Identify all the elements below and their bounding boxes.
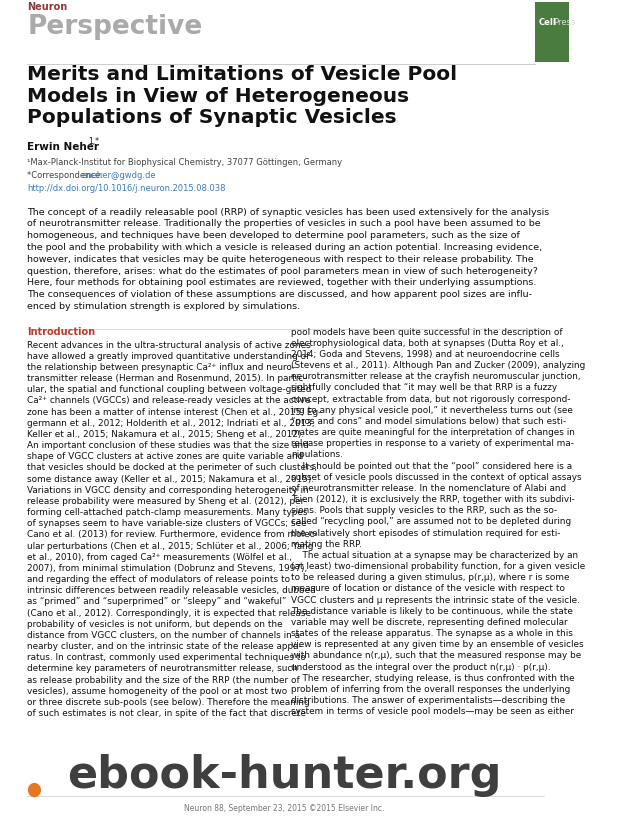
Text: release probability were measured by Sheng et al. (2012), per-: release probability were measured by She… xyxy=(27,497,307,506)
Text: The researcher, studying release, is thus confronted with the: The researcher, studying release, is thu… xyxy=(291,674,575,683)
Text: (Cano et al., 2012). Correspondingly, it is expected that release: (Cano et al., 2012). Correspondingly, it… xyxy=(27,609,311,618)
Text: of synapses seem to have variable-size clusters of VGCCs; see: of synapses seem to have variable-size c… xyxy=(27,519,307,528)
Text: (Stevens et al., 2011). Although Pan and Zucker (2009), analyzing: (Stevens et al., 2011). Although Pan and… xyxy=(291,361,585,370)
Text: 2007), from minimal stimulation (Dobrunz and Stevens, 1997),: 2007), from minimal stimulation (Dobrunz… xyxy=(27,564,308,573)
Text: *Correspondence:: *Correspondence: xyxy=(27,171,106,180)
Text: the pool and the probability with which a vesicle is released during an action p: the pool and the probability with which … xyxy=(27,243,543,252)
Text: Perspective: Perspective xyxy=(27,14,202,40)
Text: distributions. The answer of experimentalists—describing the: distributions. The answer of experimenta… xyxy=(291,696,565,705)
Text: with abundance n(r,μ), such that the measured response may be: with abundance n(r,μ), such that the mea… xyxy=(291,651,581,660)
Text: sions. Pools that supply vesicles to the RRP, such as the so-: sions. Pools that supply vesicles to the… xyxy=(291,506,557,515)
Text: of neurotransmitter release. Traditionally the properties of vesicles in such a : of neurotransmitter release. Traditional… xyxy=(27,220,541,228)
Text: Neuron: Neuron xyxy=(27,2,67,12)
Text: distance from VGCC clusters, on the number of channels in a: distance from VGCC clusters, on the numb… xyxy=(27,631,300,640)
Text: rightfully concluded that “it may well be that RRP is a fuzzy: rightfully concluded that “it may well b… xyxy=(291,384,557,392)
Text: germann et al., 2012; Holderith et al., 2012; Indriati et al., 2013;: germann et al., 2012; Holderith et al., … xyxy=(27,419,315,428)
Text: The concept of a readily releasable pool (RRP) of synaptic vesicles has been use: The concept of a readily releasable pool… xyxy=(27,208,550,217)
Text: problem of inferring from the overall responses the underlying: problem of inferring from the overall re… xyxy=(291,685,570,694)
Text: The actual situation at a synapse may be characterized by an: The actual situation at a synapse may be… xyxy=(291,551,578,560)
Text: release properties in response to a variety of experimental ma-: release properties in response to a vari… xyxy=(291,439,574,448)
Text: “pros and cons” and model simulations below) that such esti-: “pros and cons” and model simulations be… xyxy=(291,417,566,426)
Text: mates are quite meaningful for the interpretation of changes in: mates are quite meaningful for the inter… xyxy=(291,428,575,437)
Text: eneher@gwdg.de: eneher@gwdg.de xyxy=(82,171,156,180)
Text: view is represented at any given time by an ensemble of vesicles: view is represented at any given time by… xyxy=(291,641,583,650)
Text: Press: Press xyxy=(553,18,576,27)
Text: Introduction: Introduction xyxy=(27,326,95,336)
Text: ular perturbations (Chen et al., 2015; Schlüter et al., 2006; Yang: ular perturbations (Chen et al., 2015; S… xyxy=(27,542,313,551)
Circle shape xyxy=(28,783,40,796)
Text: mating the RRP.: mating the RRP. xyxy=(291,539,362,548)
Text: zone has been a matter of intense interest (Chen et al., 2015; Eg-: zone has been a matter of intense intere… xyxy=(27,407,322,416)
Text: concept, extractable from data, but not rigorously correspond-: concept, extractable from data, but not … xyxy=(291,395,570,404)
FancyBboxPatch shape xyxy=(535,2,569,62)
Text: Neuron 88, September 23, 2015 ©2015 Elsevier Inc.: Neuron 88, September 23, 2015 ©2015 Else… xyxy=(185,804,385,813)
Text: have allowed a greatly improved quantitative understanding of: have allowed a greatly improved quantita… xyxy=(27,352,310,361)
Text: homogeneous, and techniques have been developed to determine pool parameters, su: homogeneous, and techniques have been de… xyxy=(27,231,520,240)
Text: shape of VGCC clusters at active zones are quite variable and: shape of VGCC clusters at active zones a… xyxy=(27,452,303,461)
Text: et al., 2010), from caged Ca²⁺ measurements (Wölfel et al.,: et al., 2010), from caged Ca²⁺ measureme… xyxy=(27,552,292,561)
Text: Models in View of Heterogeneous: Models in View of Heterogeneous xyxy=(27,86,409,105)
Text: the relatively short episodes of stimulation required for esti-: the relatively short episodes of stimula… xyxy=(291,529,560,538)
Text: some distance away (Keller et al., 2015; Nakamura et al., 2015).: some distance away (Keller et al., 2015;… xyxy=(27,475,315,484)
Text: 1,*: 1,* xyxy=(88,137,99,146)
Text: Keller et al., 2015; Nakamura et al., 2015; Sheng et al., 2012).: Keller et al., 2015; Nakamura et al., 20… xyxy=(27,430,305,439)
Text: Cell: Cell xyxy=(538,18,556,27)
Text: of such estimates is not clear, in spite of the fact that discrete: of such estimates is not clear, in spite… xyxy=(27,709,306,718)
Text: ¹Max-Planck-Institut for Biophysical Chemistry, 37077 Göttingen, Germany: ¹Max-Planck-Institut for Biophysical Che… xyxy=(27,157,342,166)
Text: ebook-hunter.org: ebook-hunter.org xyxy=(67,754,502,796)
Text: of neurotransmitter release. In the nomenclature of Alabi and: of neurotransmitter release. In the nome… xyxy=(291,484,566,493)
Text: intrinsic differences between readily releasable vesicles, dubbed: intrinsic differences between readily re… xyxy=(27,586,316,595)
Text: nipulations.: nipulations. xyxy=(291,450,343,459)
Text: (at least) two-dimensional probability function, for a given vesicle: (at least) two-dimensional probability f… xyxy=(291,562,585,571)
Text: enced by stimulation strength is explored by simulations.: enced by stimulation strength is explore… xyxy=(27,302,300,311)
Text: transmitter release (Herman and Rosenmund, 2015). In partic-: transmitter release (Herman and Rosenmun… xyxy=(27,374,306,383)
Text: It should be pointed out that the “pool” considered here is a: It should be pointed out that the “pool”… xyxy=(291,462,572,471)
Text: pool models have been quite successful in the description of: pool models have been quite successful i… xyxy=(291,327,563,336)
Text: variable may well be discrete, representing defined molecular: variable may well be discrete, represent… xyxy=(291,618,568,627)
Text: Erwin Neher: Erwin Neher xyxy=(27,142,99,152)
Text: however, indicates that vesicles may be quite heterogeneous with respect to thei: however, indicates that vesicles may be … xyxy=(27,255,534,264)
Text: probability of vesicles is not uniform, but depends on the: probability of vesicles is not uniform, … xyxy=(27,619,283,629)
Text: or three discrete sub-pools (see below). Therefore the meaning: or three discrete sub-pools (see below).… xyxy=(27,698,310,707)
Text: neurotransmitter release at the crayfish neuromuscular junction,: neurotransmitter release at the crayfish… xyxy=(291,372,580,381)
Text: VGCC clusters and μ represents the intrinsic state of the vesicle.: VGCC clusters and μ represents the intri… xyxy=(291,596,580,605)
Text: Recent advances in the ultra-structural analysis of active zones: Recent advances in the ultra-structural … xyxy=(27,340,311,349)
Text: called “recycling pool,” are assumed not to be depleted during: called “recycling pool,” are assumed not… xyxy=(291,517,571,526)
Text: understood as the integral over the product n(r,μ) · p(r,μ).: understood as the integral over the prod… xyxy=(291,663,551,672)
Text: An important conclusion of these studies was that the size and: An important conclusion of these studies… xyxy=(27,441,309,450)
Text: measure of location or distance of the vesicle with respect to: measure of location or distance of the v… xyxy=(291,584,565,593)
Text: question, therefore, arises: what do the estimates of pool parameters mean in vi: question, therefore, arises: what do the… xyxy=(27,267,538,276)
Text: as “primed” and “superprimed” or “sleepy” and “wakeful”: as “primed” and “superprimed” or “sleepy… xyxy=(27,597,286,606)
Text: as release probability and the size of the RRP (the number of: as release probability and the size of t… xyxy=(27,676,300,685)
Text: Here, four methods for obtaining pool estimates are reviewed, together with thei: Here, four methods for obtaining pool es… xyxy=(27,278,536,287)
Text: The consequences of violation of these assumptions are discussed, and how appare: The consequences of violation of these a… xyxy=(27,290,532,299)
Text: nearby cluster, and on the intrinsic state of the release appa-: nearby cluster, and on the intrinsic sta… xyxy=(27,642,302,651)
Text: The distance variable is likely to be continuous, while the state: The distance variable is likely to be co… xyxy=(291,607,573,616)
Text: subset of vesicle pools discussed in the context of optical assays: subset of vesicle pools discussed in the… xyxy=(291,472,582,481)
Text: system in terms of vesicle pool models—may be seen as either: system in terms of vesicle pool models—m… xyxy=(291,707,574,716)
Text: and regarding the effect of modulators of release points to: and regarding the effect of modulators o… xyxy=(27,575,290,584)
Text: Tsien (2012), it is exclusively the RRP, together with its subdivi-: Tsien (2012), it is exclusively the RRP,… xyxy=(291,495,575,504)
Text: states of the release apparatus. The synapse as a whole in this: states of the release apparatus. The syn… xyxy=(291,629,573,638)
Text: 2014; Goda and Stevens, 1998) and at neuroendocrine cells: 2014; Goda and Stevens, 1998) and at neu… xyxy=(291,350,560,359)
Text: the relationship between presynaptic Ca²⁺ influx and neuro-: the relationship between presynaptic Ca²… xyxy=(27,363,295,372)
Text: forming cell-attached patch-clamp measurements. Many types: forming cell-attached patch-clamp measur… xyxy=(27,508,308,517)
Text: ing to any physical vesicle pool,” it nevertheless turns out (see: ing to any physical vesicle pool,” it ne… xyxy=(291,406,573,415)
Text: to be released during a given stimulus, p(r,μ), where r is some: to be released during a given stimulus, … xyxy=(291,574,570,583)
Text: Populations of Synaptic Vesicles: Populations of Synaptic Vesicles xyxy=(27,108,397,127)
Text: Variations in VGCC density and corresponding heterogeneity in: Variations in VGCC density and correspon… xyxy=(27,486,309,494)
Text: ratus. In contrast, commonly used experimental techniques to: ratus. In contrast, commonly used experi… xyxy=(27,654,306,663)
Text: ✓: ✓ xyxy=(30,785,38,795)
Text: Merits and Limitations of Vesicle Pool: Merits and Limitations of Vesicle Pool xyxy=(27,65,457,84)
Text: vesicles), assume homogeneity of the pool or at most two: vesicles), assume homogeneity of the poo… xyxy=(27,687,288,696)
Text: Ca²⁺ channels (VGCCs) and release-ready vesicles at the active: Ca²⁺ channels (VGCCs) and release-ready … xyxy=(27,397,311,406)
Text: that vesicles should be docked at the perimeter of such clusters,: that vesicles should be docked at the pe… xyxy=(27,463,317,472)
Text: ular, the spatial and functional coupling between voltage-gated: ular, the spatial and functional couplin… xyxy=(27,385,311,394)
Text: electrophysiological data, both at synapses (Dutta Roy et al.,: electrophysiological data, both at synap… xyxy=(291,339,564,348)
Text: determine key parameters of neurotransmitter release, such: determine key parameters of neurotransmi… xyxy=(27,664,298,673)
Text: http://dx.doi.org/10.1016/j.neuron.2015.08.038: http://dx.doi.org/10.1016/j.neuron.2015.… xyxy=(27,184,225,193)
Text: Cano et al. (2013) for review. Furthermore, evidence from molec-: Cano et al. (2013) for review. Furthermo… xyxy=(27,530,318,539)
